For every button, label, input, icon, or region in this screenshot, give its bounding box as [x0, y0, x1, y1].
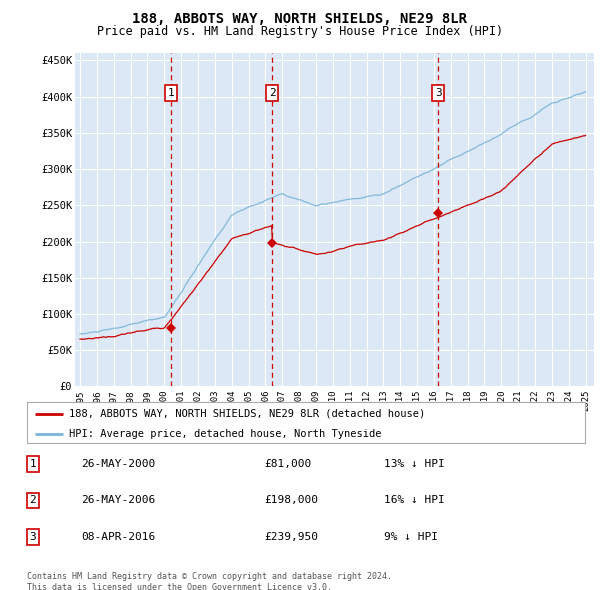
Text: 188, ABBOTS WAY, NORTH SHIELDS, NE29 8LR (detached house): 188, ABBOTS WAY, NORTH SHIELDS, NE29 8LR…: [69, 409, 425, 419]
Text: 1: 1: [167, 88, 175, 98]
Text: 2: 2: [269, 88, 275, 98]
Text: 1: 1: [29, 459, 37, 468]
Text: 2: 2: [29, 496, 37, 505]
Text: 9% ↓ HPI: 9% ↓ HPI: [384, 532, 438, 542]
Text: Price paid vs. HM Land Registry's House Price Index (HPI): Price paid vs. HM Land Registry's House …: [97, 25, 503, 38]
Text: HPI: Average price, detached house, North Tyneside: HPI: Average price, detached house, Nort…: [69, 429, 382, 439]
Text: £198,000: £198,000: [264, 496, 318, 505]
Text: £239,950: £239,950: [264, 532, 318, 542]
Text: 26-MAY-2006: 26-MAY-2006: [81, 496, 155, 505]
Text: 16% ↓ HPI: 16% ↓ HPI: [384, 496, 445, 505]
Text: 26-MAY-2000: 26-MAY-2000: [81, 459, 155, 468]
Text: Contains HM Land Registry data © Crown copyright and database right 2024.
This d: Contains HM Land Registry data © Crown c…: [27, 572, 392, 590]
Text: 188, ABBOTS WAY, NORTH SHIELDS, NE29 8LR: 188, ABBOTS WAY, NORTH SHIELDS, NE29 8LR: [133, 12, 467, 26]
Text: 3: 3: [435, 88, 442, 98]
Text: 08-APR-2016: 08-APR-2016: [81, 532, 155, 542]
Text: 3: 3: [29, 532, 37, 542]
Text: 13% ↓ HPI: 13% ↓ HPI: [384, 459, 445, 468]
Text: £81,000: £81,000: [264, 459, 311, 468]
